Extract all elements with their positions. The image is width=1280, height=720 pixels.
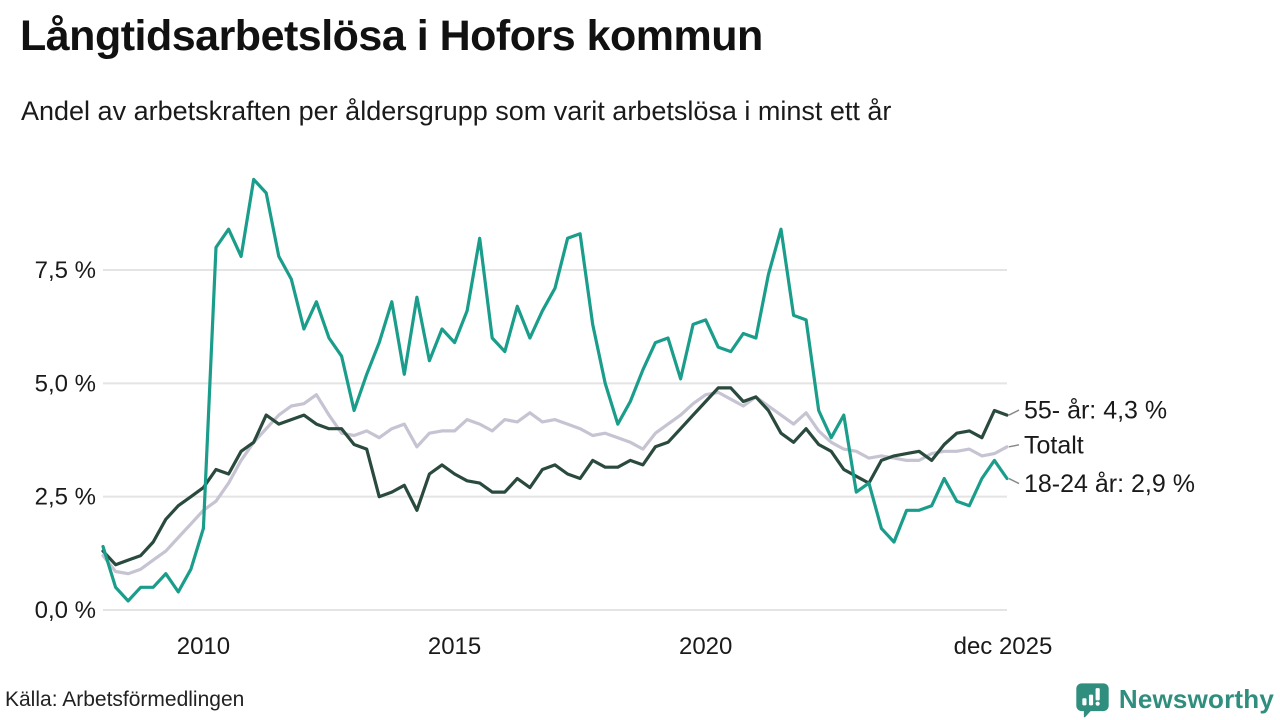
y-axis-tick-label: 0,0 % [35, 597, 96, 624]
source-note: Källa: Arbetsförmedlingen [5, 688, 245, 711]
series-line-totalt [101, 390, 1009, 576]
x-axis-tick-label: dec 2025 [954, 633, 1053, 660]
x-axis-tick-label: 2015 [428, 633, 481, 660]
label-connector [1008, 444, 1020, 448]
label-connector [1008, 477, 1020, 485]
series-line-55-r [101, 386, 1009, 567]
exclamation-dot [1095, 701, 1100, 706]
newsworthy-logo: Newsworthy [1074, 681, 1274, 718]
page-title: Långtidsarbetslösa i Hofors kommun [20, 12, 763, 60]
y-axis-tick-label: 5,0 % [35, 370, 96, 397]
bar-tall [1095, 688, 1100, 701]
chart-subtitle: Andel av arbetskraften per åldersgrupp s… [21, 96, 892, 126]
label-connector [1008, 409, 1020, 416]
series-line-18-24-r [101, 177, 1009, 603]
x-axis-tick-label: 2020 [679, 633, 732, 660]
x-axis-tick-label: 2010 [177, 633, 230, 660]
series-end-label: 55- år: 4,3 % [1024, 397, 1167, 425]
bar-medium [1088, 694, 1093, 706]
series-end-label: Totalt [1024, 431, 1084, 459]
y-axis-tick-label: 2,5 % [35, 484, 96, 511]
bar-small [1082, 698, 1087, 706]
series-end-label: 18-24 år: 2,9 % [1024, 470, 1195, 498]
newsworthy-logo-icon [1076, 683, 1109, 718]
brand-name: Newsworthy [1118, 684, 1274, 714]
y-axis-tick-label: 7,5 % [35, 257, 96, 284]
